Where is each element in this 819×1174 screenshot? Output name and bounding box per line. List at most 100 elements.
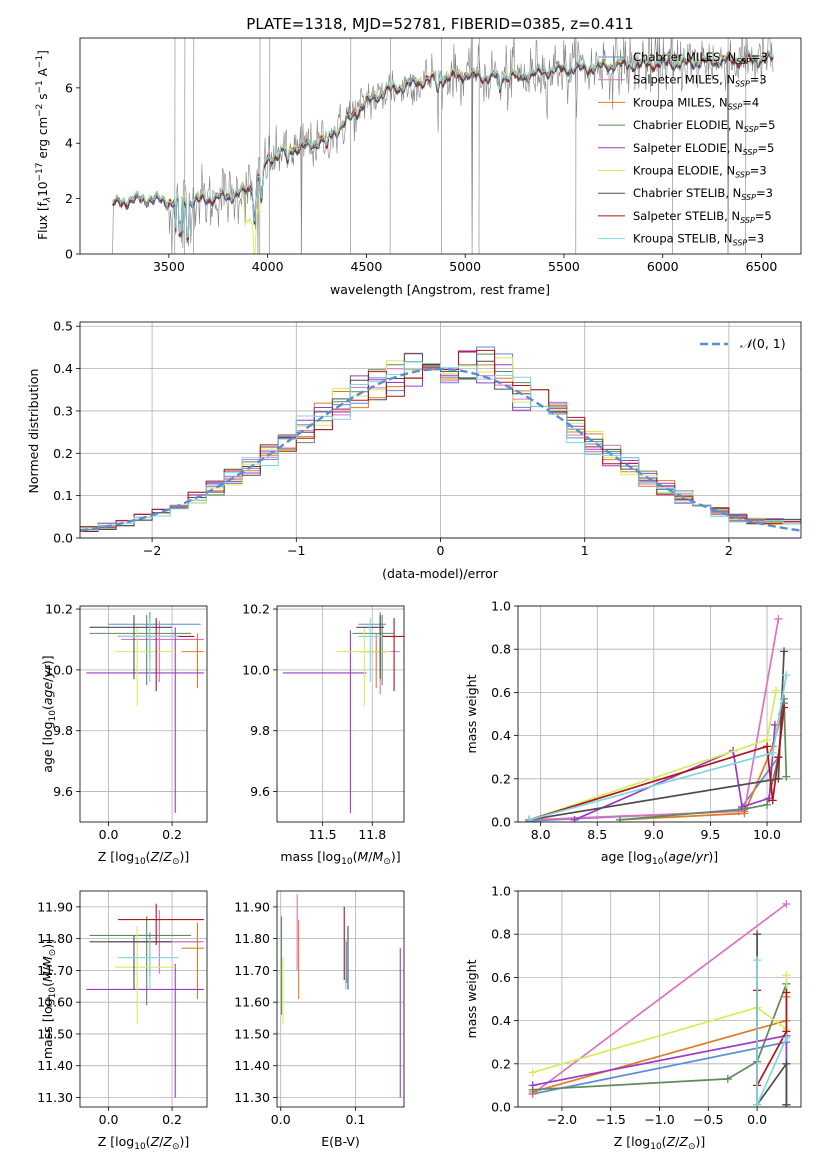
axis-label-part: )] — [179, 849, 189, 864]
legend-subscript: SSP — [735, 80, 750, 89]
legend-nssp-value: =4 — [742, 95, 759, 109]
ylabel-part: −2 — [35, 104, 45, 117]
weight-marker-salpeter-elodie — [738, 802, 747, 811]
x-tick-label: 6500 — [746, 259, 778, 274]
axis-label-part: )] — [179, 1134, 189, 1149]
axes-frame — [276, 605, 405, 823]
y-tick-label: 0.2 — [491, 771, 511, 786]
x-tick-label: −1.0 — [644, 1112, 674, 1127]
axis-label-part: Z — [162, 1134, 172, 1149]
figure-title: PLATE=1318, MJD=52781, FIBERID=0385, z=0… — [246, 15, 633, 33]
residual-histogram-panel: −2 −1 0 1 2 0.0 0.1 0.2 0.3 0.4 0.5 𝒩(0, 1) (data-m… — [26, 319, 802, 581]
axis-label-part: )] — [695, 1134, 705, 1149]
y-tick-label: 4 — [65, 136, 73, 151]
axes-frame — [79, 605, 208, 823]
weight-marker-kroupa-stelib — [768, 748, 777, 757]
axis-label-part: Z — [666, 1134, 676, 1149]
ylabel-part: Flux [f — [36, 201, 50, 239]
axis-label-part: age [log — [601, 849, 652, 864]
axis-label-part: 10 — [134, 857, 146, 867]
axis-label-part: ( — [40, 982, 55, 987]
axis-label: E(B-V) — [321, 1134, 360, 1149]
legend-subscript: SSP — [735, 171, 750, 180]
legend-series-name: Kroupa ELODIE, N — [633, 164, 735, 178]
weight-marker-kroupa-stelib — [753, 1100, 762, 1107]
y-tick-label: 0.5 — [53, 319, 73, 334]
y-tick-label: 1.0 — [491, 599, 511, 614]
y-tick-label: 11.30 — [234, 1090, 270, 1105]
x-tick-label: 1 — [581, 543, 589, 558]
axis-label-part: )] — [40, 939, 55, 949]
axis-label-part: M — [373, 849, 384, 864]
weight-marker-salpeter-elodie — [528, 1081, 537, 1090]
axis-label-part: / — [40, 677, 55, 682]
y-tick-label: 11.90 — [37, 899, 73, 914]
weight-marker-kroupa-stelib — [525, 815, 534, 822]
y-tick-label: 0.0 — [53, 531, 73, 546]
axis-label-part: ( — [663, 849, 668, 864]
legend-label-kroupa-miles: Kroupa MILES, NSSP=4 — [633, 95, 759, 111]
weight-line-salpeter-elodie — [574, 724, 776, 821]
legend-nssp-value: =5 — [759, 118, 776, 132]
axis-label: mass [log10(M/M⊙)] — [280, 849, 400, 867]
weight-vs-age-panel: 8.0 8.5 9.0 9.5 10.0 0.0 0.2 0.4 0.6 0.8 1.0 age [l… — [464, 599, 802, 867]
axis-label-part: 10 — [650, 1142, 662, 1152]
y-tick-label: 0.2 — [491, 1056, 511, 1071]
legend-nssp-value: =5 — [757, 141, 774, 155]
weight-line-chabrier-stelib — [756, 934, 788, 1107]
axis-label: Z [log10(Z/Z⊙)] — [98, 849, 190, 867]
gaussian-label-args: (0, 1) — [752, 336, 786, 351]
y-tick-label: 11.50 — [234, 1026, 270, 1041]
x-tick-label: 10.0 — [753, 827, 781, 842]
weight-marker-kroupa-stelib — [782, 1033, 791, 1042]
y-tick-label: 10.2 — [45, 602, 73, 617]
axis-label: age [log10(age/yr)] — [601, 849, 718, 867]
y-tick-label: 11.80 — [37, 931, 73, 946]
y-tick-label: 11.30 — [37, 1090, 73, 1105]
plot-area — [280, 894, 401, 1098]
weight-marker-salpeter-stelib — [768, 796, 777, 805]
weight-marker-chabrier-stelib — [780, 647, 789, 656]
x-tick-label: −2.0 — [547, 1112, 577, 1127]
axis-label-part: mass [log — [40, 998, 55, 1059]
y-tick-label: 2 — [65, 191, 73, 206]
axis-label-part: M — [358, 849, 369, 864]
axis-label-part: 10 — [48, 710, 58, 722]
axis-label-part: )] — [708, 849, 718, 864]
axis-label-part: Z — [150, 1134, 160, 1149]
y-tick-label: 0 — [65, 247, 73, 262]
axis-label-part: M — [40, 971, 55, 982]
weight-line-salpeter-miles — [532, 903, 787, 1095]
x-tick-label: 4000 — [252, 259, 284, 274]
y-tick-label: 0.0 — [491, 1100, 511, 1115]
axis-label-part: ( — [146, 1134, 151, 1149]
weight-marker-kroupa-elodie — [528, 1068, 537, 1077]
y-tick-label: 0.4 — [53, 361, 73, 376]
y-tick-label: 0.4 — [491, 728, 511, 743]
legend-label-chabrier-elodie: Chabrier ELODIE, NSSP=5 — [633, 118, 775, 134]
y-tick-label: 9.8 — [250, 723, 270, 738]
y-tick-label: 11.50 — [37, 1026, 73, 1041]
weight-marker-kroupa-elodie — [782, 971, 791, 980]
weight-marker-salpeter-miles — [782, 899, 791, 908]
axis-label-part: mass [log — [280, 849, 341, 864]
y-tick-label: 0.4 — [491, 1013, 511, 1028]
histogram-kroupa-stelib — [80, 361, 801, 531]
legend-subscript: SSP — [728, 102, 743, 111]
legend-label-salpeter-elodie: Salpeter ELODIE, NSSP=5 — [633, 141, 774, 157]
y-tick-label: 10.0 — [45, 662, 73, 677]
x-tick-label: 6000 — [647, 259, 679, 274]
spectrum-ylabel: Flux [fλ10−17 erg cm−2 s−1 A−1] — [35, 50, 53, 240]
axis-label-part: ( — [146, 849, 151, 864]
x-tick-label: 0.1 — [345, 1112, 365, 1127]
plot-area — [282, 612, 404, 813]
y-tick-label: 0.8 — [491, 642, 511, 657]
gaussian-reference-curve — [80, 367, 801, 532]
legend-nssp-value: =3 — [747, 232, 764, 246]
ylabel-part: λ — [43, 197, 53, 203]
weight-line-chabrier-elodie — [619, 698, 788, 821]
axis-label-part: / — [159, 1134, 164, 1149]
legend-series-name: Chabrier STELIB, N — [633, 186, 741, 200]
weight-marker-chabrier-elodie — [723, 1074, 732, 1083]
